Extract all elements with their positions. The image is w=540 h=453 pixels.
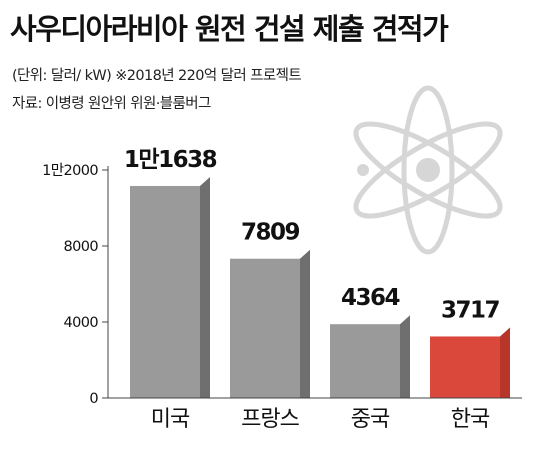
bar-top bbox=[330, 315, 410, 325]
bar-front bbox=[130, 185, 200, 398]
bar-side bbox=[300, 249, 310, 398]
bar-front bbox=[430, 336, 500, 398]
y-tick-label: 1만2000 bbox=[42, 162, 98, 179]
bar-side bbox=[500, 327, 510, 398]
category-label: 한국 bbox=[451, 407, 490, 432]
bar bbox=[130, 176, 210, 398]
chart-title: 사우디아라비아 원전 건설 제출 견적가 bbox=[10, 12, 449, 46]
y-tick-label: 0 bbox=[89, 391, 98, 407]
unit-note: (단위: 달러/ kW) ※2018년 220억 달러 프로젝트 bbox=[12, 68, 302, 84]
atom-icon bbox=[353, 85, 503, 255]
bar bbox=[330, 315, 410, 398]
bar-side bbox=[400, 315, 410, 398]
value-label: 4364 bbox=[341, 285, 400, 311]
bar-side bbox=[200, 176, 210, 398]
y-tick-label: 4000 bbox=[63, 315, 98, 331]
y-tick-label: 8000 bbox=[63, 239, 98, 255]
bar-front bbox=[330, 324, 400, 398]
bar bbox=[430, 327, 510, 398]
value-label: 7809 bbox=[241, 220, 300, 246]
bar-top bbox=[130, 176, 210, 186]
category-label: 프랑스 bbox=[241, 407, 299, 432]
value-label: 1만1638 bbox=[124, 147, 217, 173]
bar bbox=[230, 249, 310, 398]
source-note: 자료: 이병령 원안위 위원·블룸버그 bbox=[12, 96, 211, 112]
category-label: 미국 bbox=[151, 407, 190, 432]
value-label: 3717 bbox=[441, 297, 500, 323]
bar-top bbox=[430, 327, 510, 337]
bar-top bbox=[230, 249, 310, 259]
bar-front bbox=[230, 258, 300, 398]
category-label: 중국 bbox=[351, 407, 390, 432]
